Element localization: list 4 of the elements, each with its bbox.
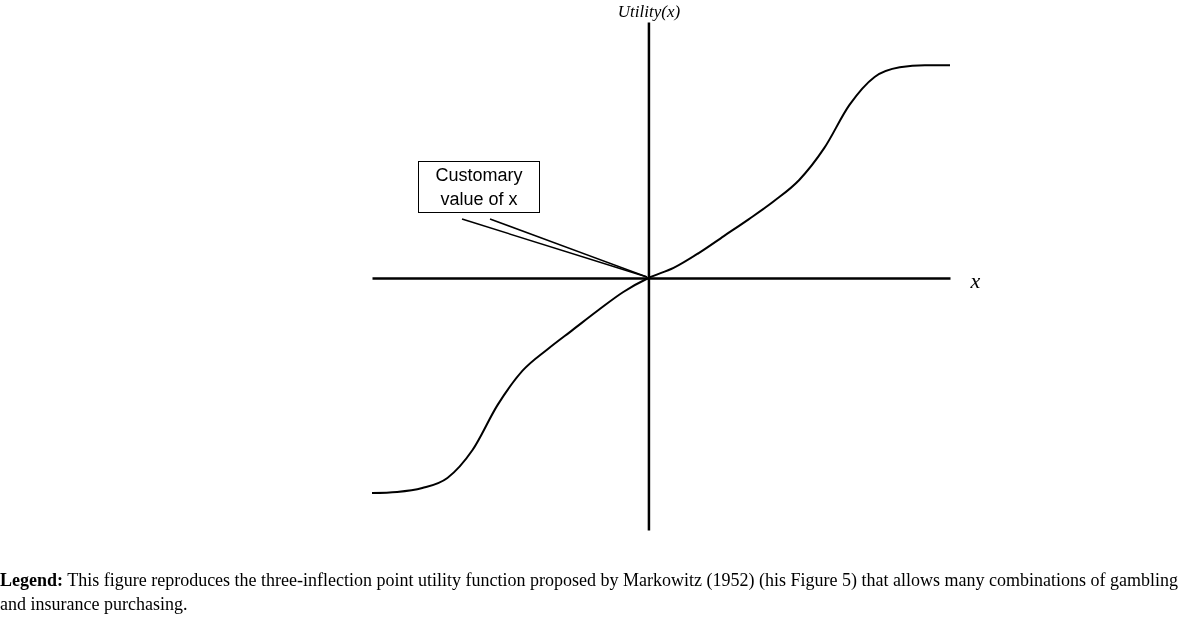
- text: Legend: This figure reproduces the three-inflection point utility function proposed by Markowitz (1952) (his Figure 5) that allows many combinations of gambling and insurance purchasing.: [0, 569, 1179, 616]
- x-axis-title: x: [969, 267, 981, 293]
- y-axis-title: Utility(x): [617, 1, 681, 21]
- annotation: Customary value of x: [418, 161, 540, 213]
